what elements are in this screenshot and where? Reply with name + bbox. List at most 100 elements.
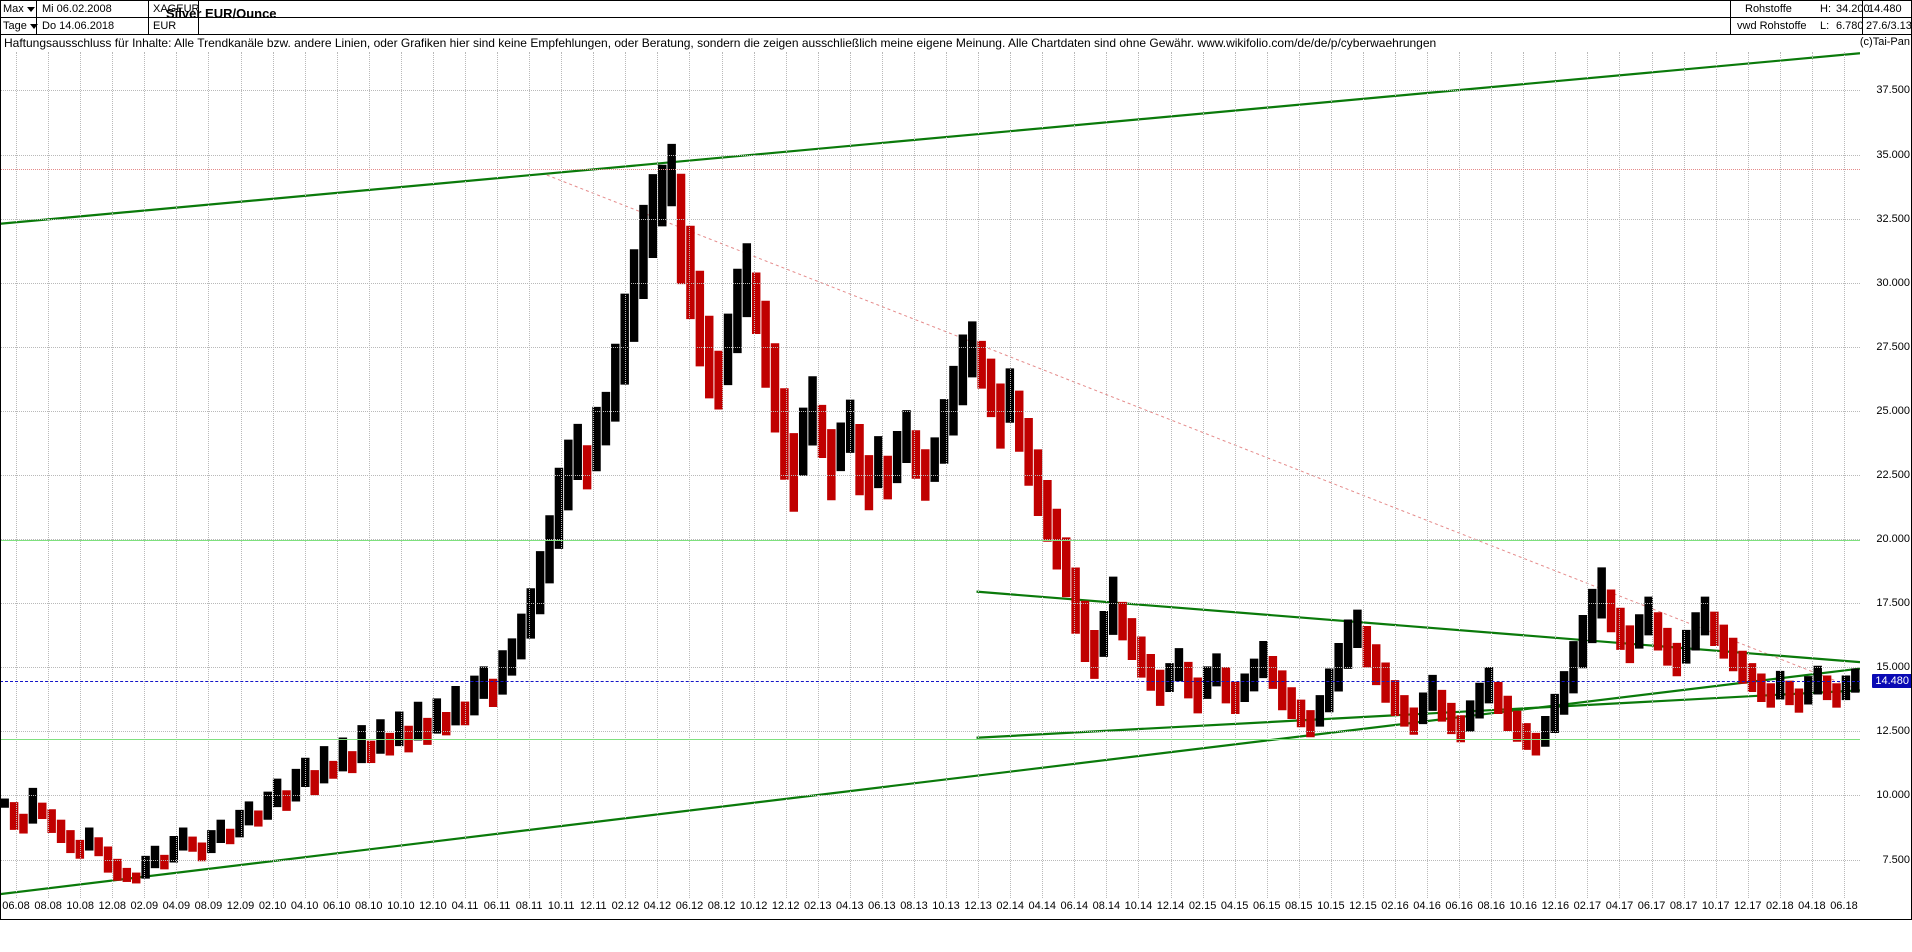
gridline-horizontal [0,539,1860,541]
x-axis-tick-label: 12.10 [419,900,447,912]
header-bar: Max Tage Mi 06.02.2008 Do 14.06.2018 XAG… [0,0,1912,35]
gridline-horizontal [0,731,1860,733]
x-axis-tick-label: 10.08 [66,900,94,912]
y-axis: 37.500 35.000 32.500 30.000 27.500 25.000 22.5… [1862,52,1912,898]
x-axis-tick-label: 04.13 [836,900,864,912]
x-axis-tick-label: 12.14 [1156,900,1185,912]
x-axis-tick-label: 02.18 [1766,900,1794,912]
y-axis-tick-label: 7.500 [1882,853,1910,866]
y-axis-tick-label: 12.500 [1876,725,1910,738]
x-axis-tick-label: 08.11 [515,900,543,912]
x-axis-tick-label: 02.15 [1188,900,1217,912]
y-axis-tick-label: 20.000 [1876,533,1910,546]
gridline-horizontal [0,795,1860,797]
y-axis-tick-label: 35.000 [1876,148,1910,161]
x-axis-tick-label: 08.15 [1285,900,1313,912]
y-axis-tick-label: 27.500 [1876,340,1910,353]
x-axis-tick-label: 06.15 [1252,900,1281,912]
x-axis-tick-label: 02.09 [130,900,159,912]
scale-selector[interactable]: Max [3,3,35,15]
current-price-badge: 14.480 [1872,673,1912,688]
header-divider-v5 [1862,0,1863,34]
currency-label: EUR [153,20,177,32]
x-axis-tick-label: 10.13 [932,900,960,912]
x-axis-tick-label: 08.08 [34,900,62,912]
gridline-horizontal [0,667,1860,669]
date-to: Do 14.06.2018 [42,20,115,32]
x-axis-tick-label: 02.13 [803,900,832,912]
y-axis-tick-label: 25.000 [1876,404,1910,417]
x-axis-tick-label: 10.15 [1317,900,1345,912]
x-axis-tick-label: 04.12 [643,900,672,912]
last-date: 27.6/3.130 [1866,20,1912,32]
header-divider-horizontal [0,17,1912,18]
x-axis-tick-label: 04.18 [1798,900,1826,912]
date-from: Mi 06.02.2008 [42,3,112,15]
chevron-down-icon [29,23,38,29]
x-axis-tick-label: 12.15 [1349,900,1377,912]
gridline-horizontal [0,90,1860,92]
x-axis-tick-label: 12.12 [771,900,800,912]
gridline-horizontal [0,154,1860,156]
interval-selector[interactable]: Tage [3,20,38,32]
trend-line [976,689,1860,739]
gridline-horizontal [0,603,1860,605]
x-axis-tick-label: 10.12 [739,900,768,912]
header-divider-v4 [1730,0,1731,34]
x-axis-tick-label: 06.18 [1830,900,1858,912]
horizontal-level-line [0,168,1860,170]
x-axis-tick-label: 04.16 [1413,900,1441,912]
x-axis-tick-label: 08.13 [900,900,928,912]
x-axis: 06.08 08.08 10.08 12.08 02.09 04.09 08.09 12.09… [0,898,1912,920]
x-axis-tick-label: 06.17 [1637,900,1666,912]
y-axis-tick-label: 22.500 [1876,469,1910,481]
x-axis-tick-label: 10.17 [1701,900,1730,912]
x-axis-tick-label: 10.10 [387,900,415,912]
x-axis-tick-label: 08.14 [1092,900,1121,912]
low-value: 6.780 [1836,20,1864,32]
x-axis-tick-label: 12.16 [1541,900,1570,912]
x-axis-tick-label: 10.14 [1124,900,1153,912]
x-axis-tick-label: 02.14 [996,900,1024,912]
x-axis-tick-label: 06.14 [1060,900,1089,912]
x-axis-tick-label: 08.12 [707,900,736,912]
x-axis-tick-label: 04.17 [1605,900,1634,912]
high-value: 34.200 [1836,3,1870,15]
last-value: 14.480 [1868,3,1902,15]
x-axis-tick-label: 12.09 [226,900,255,912]
page-title: Silver EUR/Ounce [166,6,277,21]
x-axis-tick-label: 02.17 [1573,900,1602,912]
y-axis-tick-label: 32.500 [1876,212,1910,225]
x-axis-tick-label: 04.14 [1028,900,1056,912]
x-axis-tick-label: 04.10 [290,900,319,912]
x-axis-tick-label: 04.09 [162,900,191,912]
x-axis-tick-label: 06.16 [1445,900,1473,912]
header-divider-v1 [36,0,37,34]
x-axis-tick-label: 04.15 [1220,900,1249,912]
y-axis-tick-label: 37.500 [1876,84,1910,97]
interval-selector-label: Tage [3,20,27,32]
trend-line [546,174,1860,691]
gridline-horizontal [0,346,1860,348]
x-axis-tick-label: 06.11 [483,900,511,912]
copyright-label: (c)Tai-Pan [1859,36,1910,48]
x-axis-tick-label: 06.08 [2,900,30,912]
y-axis-tick-label: 10.000 [1876,789,1910,802]
gridline-horizontal [0,282,1860,284]
x-axis-tick-label: 02.12 [611,900,640,912]
horizontal-level-line [0,739,1860,741]
chevron-down-icon [26,6,35,12]
x-axis-tick-label: 06.10 [322,900,351,912]
chart-plot-area[interactable] [0,52,1860,898]
x-axis-tick-label: 08.10 [355,900,383,912]
x-axis-tick-label: 10.16 [1509,900,1538,912]
gridline-horizontal [0,218,1860,220]
header-divider-v2 [148,0,149,34]
x-axis-tick-label: 06.12 [675,900,704,912]
gridline-horizontal [0,410,1860,412]
x-axis-tick-label: 10.11 [547,900,575,912]
y-axis-tick-label: 30.000 [1876,276,1910,289]
high-label: H: [1820,3,1831,15]
y-axis-tick-label: 17.500 [1876,597,1910,610]
